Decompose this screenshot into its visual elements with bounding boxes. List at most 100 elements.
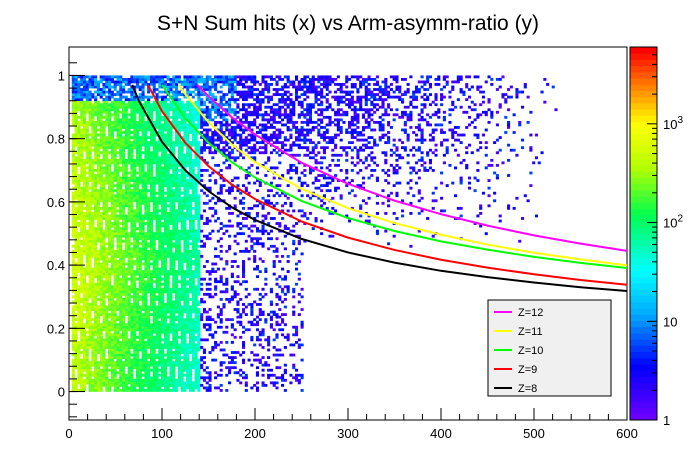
heatmap-cell [119,381,123,385]
heatmap-cell [85,153,89,157]
heatmap-cell [110,181,114,185]
heatmap-cell [188,376,193,380]
heatmap-cell [102,282,106,286]
heatmap-cell [177,128,181,132]
heatmap-cell [130,103,134,107]
heatmap-cell [155,95,159,99]
heatmap-cell [113,318,117,322]
heatmap-cell [77,98,81,102]
heatmap-cell [169,191,173,195]
heatmap-cell [172,267,176,271]
heatmap-cell [155,171,159,175]
heatmap-cell [188,143,193,147]
heatmap-cell [99,113,103,117]
heatmap-cell [161,282,165,286]
heatmap-cell [191,381,195,385]
heatmap-cell [127,237,131,241]
heatmap-cell [147,212,151,215]
heatmap-cell [77,277,81,281]
heatmap-cell [135,181,140,185]
heatmap-cell [105,209,109,213]
heatmap-cell [161,239,165,243]
heatmap-cell [169,214,173,218]
heatmap-cell [163,80,167,84]
heatmap-cell [71,156,75,160]
heatmap-cell [80,136,84,139]
heatmap-cell [88,169,92,172]
heatmap-cell [135,366,140,370]
heatmap-cell [102,270,106,273]
heatmap-cell [138,110,142,114]
heatmap-cell [191,191,195,195]
heatmap-cell [85,262,89,266]
heatmap-cell [96,153,100,157]
heatmap-cell [191,340,195,344]
heatmap-cell [113,366,117,370]
heatmap-cell [133,105,137,109]
heatmap-cell [194,292,198,296]
heatmap-cell [110,189,114,193]
heatmap-cell [133,146,137,150]
heatmap-cell [130,343,134,347]
heatmap-cell [110,176,114,180]
heatmap-cell [149,376,153,380]
heatmap-cell [186,161,190,165]
heatmap-cell [96,383,100,387]
heatmap-cell [188,224,193,228]
heatmap-cell [82,232,87,236]
heatmap-cell [85,126,89,129]
heatmap-cell [191,138,195,142]
heatmap-cell [82,108,87,112]
heatmap-cell [188,113,193,117]
heatmap-cell [88,204,92,208]
heatmap-cell [80,196,84,200]
heatmap-cell [130,158,134,162]
heatmap-cell [144,184,148,188]
heatmap-cell [197,110,201,114]
heatmap-cell [155,113,159,117]
heatmap-cell [99,80,103,84]
heatmap-cell [96,80,100,84]
heatmap-cell [80,260,84,263]
heatmap-cell [119,189,123,193]
heatmap-cell [163,90,167,94]
heatmap-cell [172,206,176,210]
heatmap-cell [155,275,159,279]
heatmap-cell [197,95,201,99]
heatmap-cell [102,371,106,375]
heatmap-cell [138,204,142,208]
heatmap-cell [166,161,170,165]
heatmap-cell [96,201,100,205]
heatmap-cell [127,297,131,301]
heatmap-cell [200,217,204,220]
heatmap-cell [166,229,170,233]
heatmap-cell [71,330,75,334]
heatmap-cell [135,75,140,79]
heatmap-cell [186,260,190,263]
heatmap-cell [130,204,134,208]
heatmap-cell [149,95,153,99]
heatmap-cell [200,358,204,362]
heatmap-cell [80,171,84,175]
heatmap-cell [166,348,170,352]
heatmap-cell [105,227,109,231]
heatmap-cell [141,313,145,316]
heatmap-cell [169,247,173,251]
heatmap-cell [166,156,170,160]
heatmap-cell [94,254,98,258]
heatmap-cell [194,348,198,352]
heatmap-cell [110,383,114,387]
heatmap-cell [102,126,106,129]
heatmap-cell [91,103,95,107]
heatmap-cell [158,282,162,286]
heatmap-cell [197,98,201,102]
heatmap-cell [149,262,153,266]
heatmap-cell [133,181,137,185]
heatmap-cell [191,171,195,175]
heatmap-cell [197,381,201,385]
heatmap-cell [116,343,120,347]
heatmap-cell [133,305,137,309]
heatmap-cell [169,199,173,203]
heatmap-cell [82,275,87,279]
heatmap-cell [194,189,198,193]
